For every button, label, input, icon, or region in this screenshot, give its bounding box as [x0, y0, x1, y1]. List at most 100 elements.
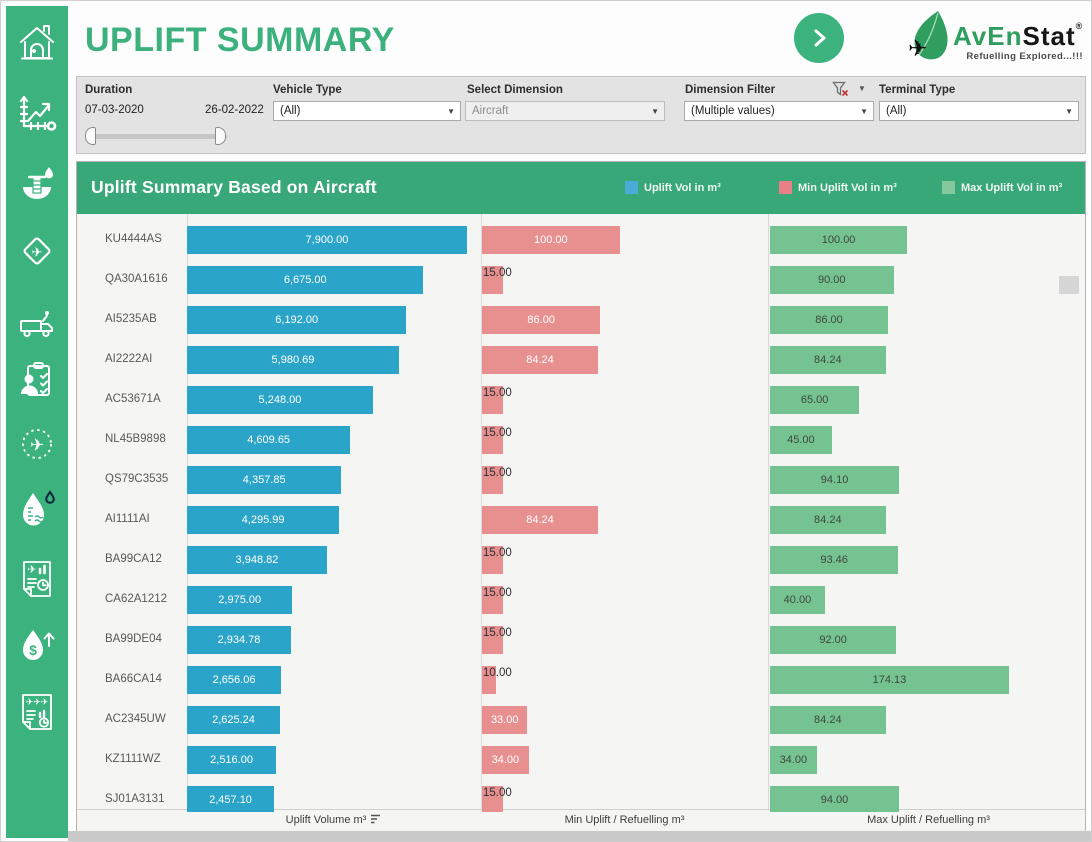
clear-filter-control[interactable]: ▼	[832, 81, 872, 97]
max-uplift-bar[interactable]: 45.00	[770, 426, 832, 454]
aircraft-label[interactable]: AC2345UW	[105, 713, 166, 725]
home-icon[interactable]	[17, 21, 57, 67]
legend-max-uplift[interactable]: Max Uplift Vol in m³	[942, 181, 1062, 194]
max-uplift-bar[interactable]: 86.00	[770, 306, 889, 334]
aircraft-label[interactable]: BA66CA14	[105, 673, 162, 685]
slider-handle-start[interactable]	[85, 127, 96, 145]
max-uplift-bar[interactable]: 40.00	[770, 586, 825, 614]
max-uplift-bar[interactable]: 94.00	[770, 786, 899, 812]
aircraft-label[interactable]: AI1111AI	[105, 513, 150, 525]
next-arrow-button[interactable]	[794, 13, 844, 63]
max-uplift-bar[interactable]: 34.00	[770, 746, 817, 774]
legend-min-uplift[interactable]: Min Uplift Vol in m³	[779, 181, 897, 194]
chart-scrollbar-thumb[interactable]	[1059, 276, 1079, 294]
uplift-bar[interactable]: 2,656.06	[187, 666, 282, 694]
uplift-bar[interactable]: 2,934.78	[187, 626, 291, 654]
aircraft-label[interactable]: KU4444AS	[105, 233, 162, 245]
refueller-truck-icon[interactable]	[17, 304, 57, 350]
vehicle-type-dropdown[interactable]: (All) ▼	[273, 101, 461, 121]
brand-tagline: Refuelling Explored...!!!	[966, 51, 1083, 62]
min-uplift-bar[interactable]	[482, 426, 503, 454]
dimension-filter-dropdown[interactable]: (Multiple values) ▼	[684, 101, 874, 121]
max-uplift-bar[interactable]: 90.00	[770, 266, 894, 294]
uplift-bar[interactable]: 4,609.65	[187, 426, 351, 454]
min-uplift-bar[interactable]	[482, 626, 503, 654]
flight-report-icon[interactable]: ✈	[17, 557, 57, 603]
max-uplift-bar[interactable]: 84.24	[770, 506, 886, 534]
uplift-bar[interactable]: 3,948.82	[187, 546, 327, 574]
min-uplift-bar[interactable]: 34.00	[482, 746, 529, 774]
max-uplift-bar[interactable]: 65.00	[770, 386, 860, 414]
terminal-type-label: Terminal Type	[879, 84, 956, 96]
max-uplift-bar[interactable]: 100.00	[770, 226, 908, 254]
svg-text:✈✈✈: ✈✈✈	[26, 698, 49, 708]
aircraft-label[interactable]: SJ01A3131	[105, 793, 165, 805]
slider-track[interactable]	[85, 134, 227, 139]
trend-chart-icon[interactable]	[17, 91, 57, 137]
max-uplift-bar[interactable]: 93.46	[770, 546, 899, 574]
aircraft-label[interactable]: AC53671A	[105, 393, 161, 405]
bar-value-label: 94.00	[820, 794, 849, 806]
uplift-bar[interactable]: 5,248.00	[187, 386, 373, 414]
max-uplift-bar[interactable]: 174.13	[770, 666, 1009, 694]
uplift-bar[interactable]: 4,357.85	[187, 466, 342, 494]
min-uplift-bar[interactable]	[482, 666, 496, 694]
uplift-bar[interactable]: 6,192.00	[187, 306, 407, 334]
min-uplift-bar[interactable]	[482, 786, 503, 812]
uplift-bar[interactable]: 7,900.00	[187, 226, 467, 254]
aircraft-label[interactable]: QA30A1616	[105, 273, 168, 285]
fleet-report-icon[interactable]: ✈✈✈	[17, 689, 57, 735]
aircraft-label[interactable]: QS79C3535	[105, 473, 169, 485]
min-uplift-bar[interactable]	[482, 386, 503, 414]
airplane-sign-icon[interactable]: ✈	[17, 228, 57, 274]
min-uplift-bar[interactable]	[482, 586, 503, 614]
min-uplift-bar[interactable]: 100.00	[482, 226, 620, 254]
fuel-cost-icon[interactable]: $	[17, 623, 57, 669]
uplift-bar[interactable]: 4,295.99	[187, 506, 340, 534]
min-uplift-bar[interactable]	[482, 466, 503, 494]
svg-text:$: $	[29, 642, 37, 658]
chart-row: KZ1111WZ 2,516.00 34.00 34.00	[77, 740, 1085, 780]
aircraft-label[interactable]: BA99DE04	[105, 633, 162, 645]
axis-label-uplift: Uplift Volume m³	[187, 814, 480, 827]
aircraft-label[interactable]: KZ1111WZ	[105, 753, 161, 765]
min-uplift-bar[interactable]	[482, 266, 503, 294]
uplift-bar[interactable]: 6,675.00	[187, 266, 424, 294]
min-uplift-bar[interactable]	[482, 546, 503, 574]
chevron-down-icon: ▼	[858, 84, 866, 93]
max-uplift-bar[interactable]: 84.24	[770, 706, 886, 734]
aircraft-label[interactable]: BA99CA12	[105, 553, 162, 565]
uplift-bar[interactable]: 2,457.10	[187, 786, 275, 812]
min-uplift-bar[interactable]: 84.24	[482, 346, 598, 374]
uplift-bar[interactable]: 2,975.00	[187, 586, 293, 614]
max-uplift-bar[interactable]: 94.10	[770, 466, 900, 494]
bar-value-label: 90.00	[817, 274, 846, 286]
terminal-type-dropdown[interactable]: (All) ▼	[879, 101, 1079, 121]
max-uplift-bar[interactable]: 92.00	[770, 626, 897, 654]
fuel-gauge-icon[interactable]	[17, 485, 57, 541]
chevron-down-icon: ▼	[860, 107, 868, 116]
slider-handle-end[interactable]	[215, 127, 226, 145]
legend-swatch-blue	[625, 181, 638, 194]
aircraft-label[interactable]: AI2222AI	[105, 353, 153, 365]
aircraft-label[interactable]: NL45B9898	[105, 433, 166, 445]
bar-value-label: 2,934.78	[217, 634, 261, 646]
aircraft-label[interactable]: CA62A1212	[105, 593, 168, 605]
bar-value-label: 3,948.82	[235, 554, 279, 566]
duration-slider[interactable]	[85, 127, 227, 145]
select-dimension-dropdown[interactable]: Aircraft ▼	[465, 101, 665, 121]
max-uplift-bar[interactable]: 84.24	[770, 346, 886, 374]
airplane-route-icon[interactable]: ✈	[17, 421, 57, 467]
sort-icon[interactable]	[370, 814, 381, 827]
min-uplift-bar[interactable]: 33.00	[482, 706, 528, 734]
uplift-bar[interactable]: 2,516.00	[187, 746, 277, 774]
aircraft-label[interactable]: AI5235AB	[105, 313, 157, 325]
bar-value-label: 5,248.00	[258, 394, 302, 406]
uplift-bar[interactable]: 5,980.69	[187, 346, 399, 374]
legend-uplift[interactable]: Uplift Vol in m³	[625, 181, 721, 194]
fuel-hydrant-icon[interactable]	[17, 163, 57, 209]
min-uplift-bar[interactable]: 86.00	[482, 306, 601, 334]
operator-checklist-icon[interactable]	[17, 358, 57, 404]
min-uplift-bar[interactable]: 84.24	[482, 506, 598, 534]
uplift-bar[interactable]: 2,625.24	[187, 706, 280, 734]
